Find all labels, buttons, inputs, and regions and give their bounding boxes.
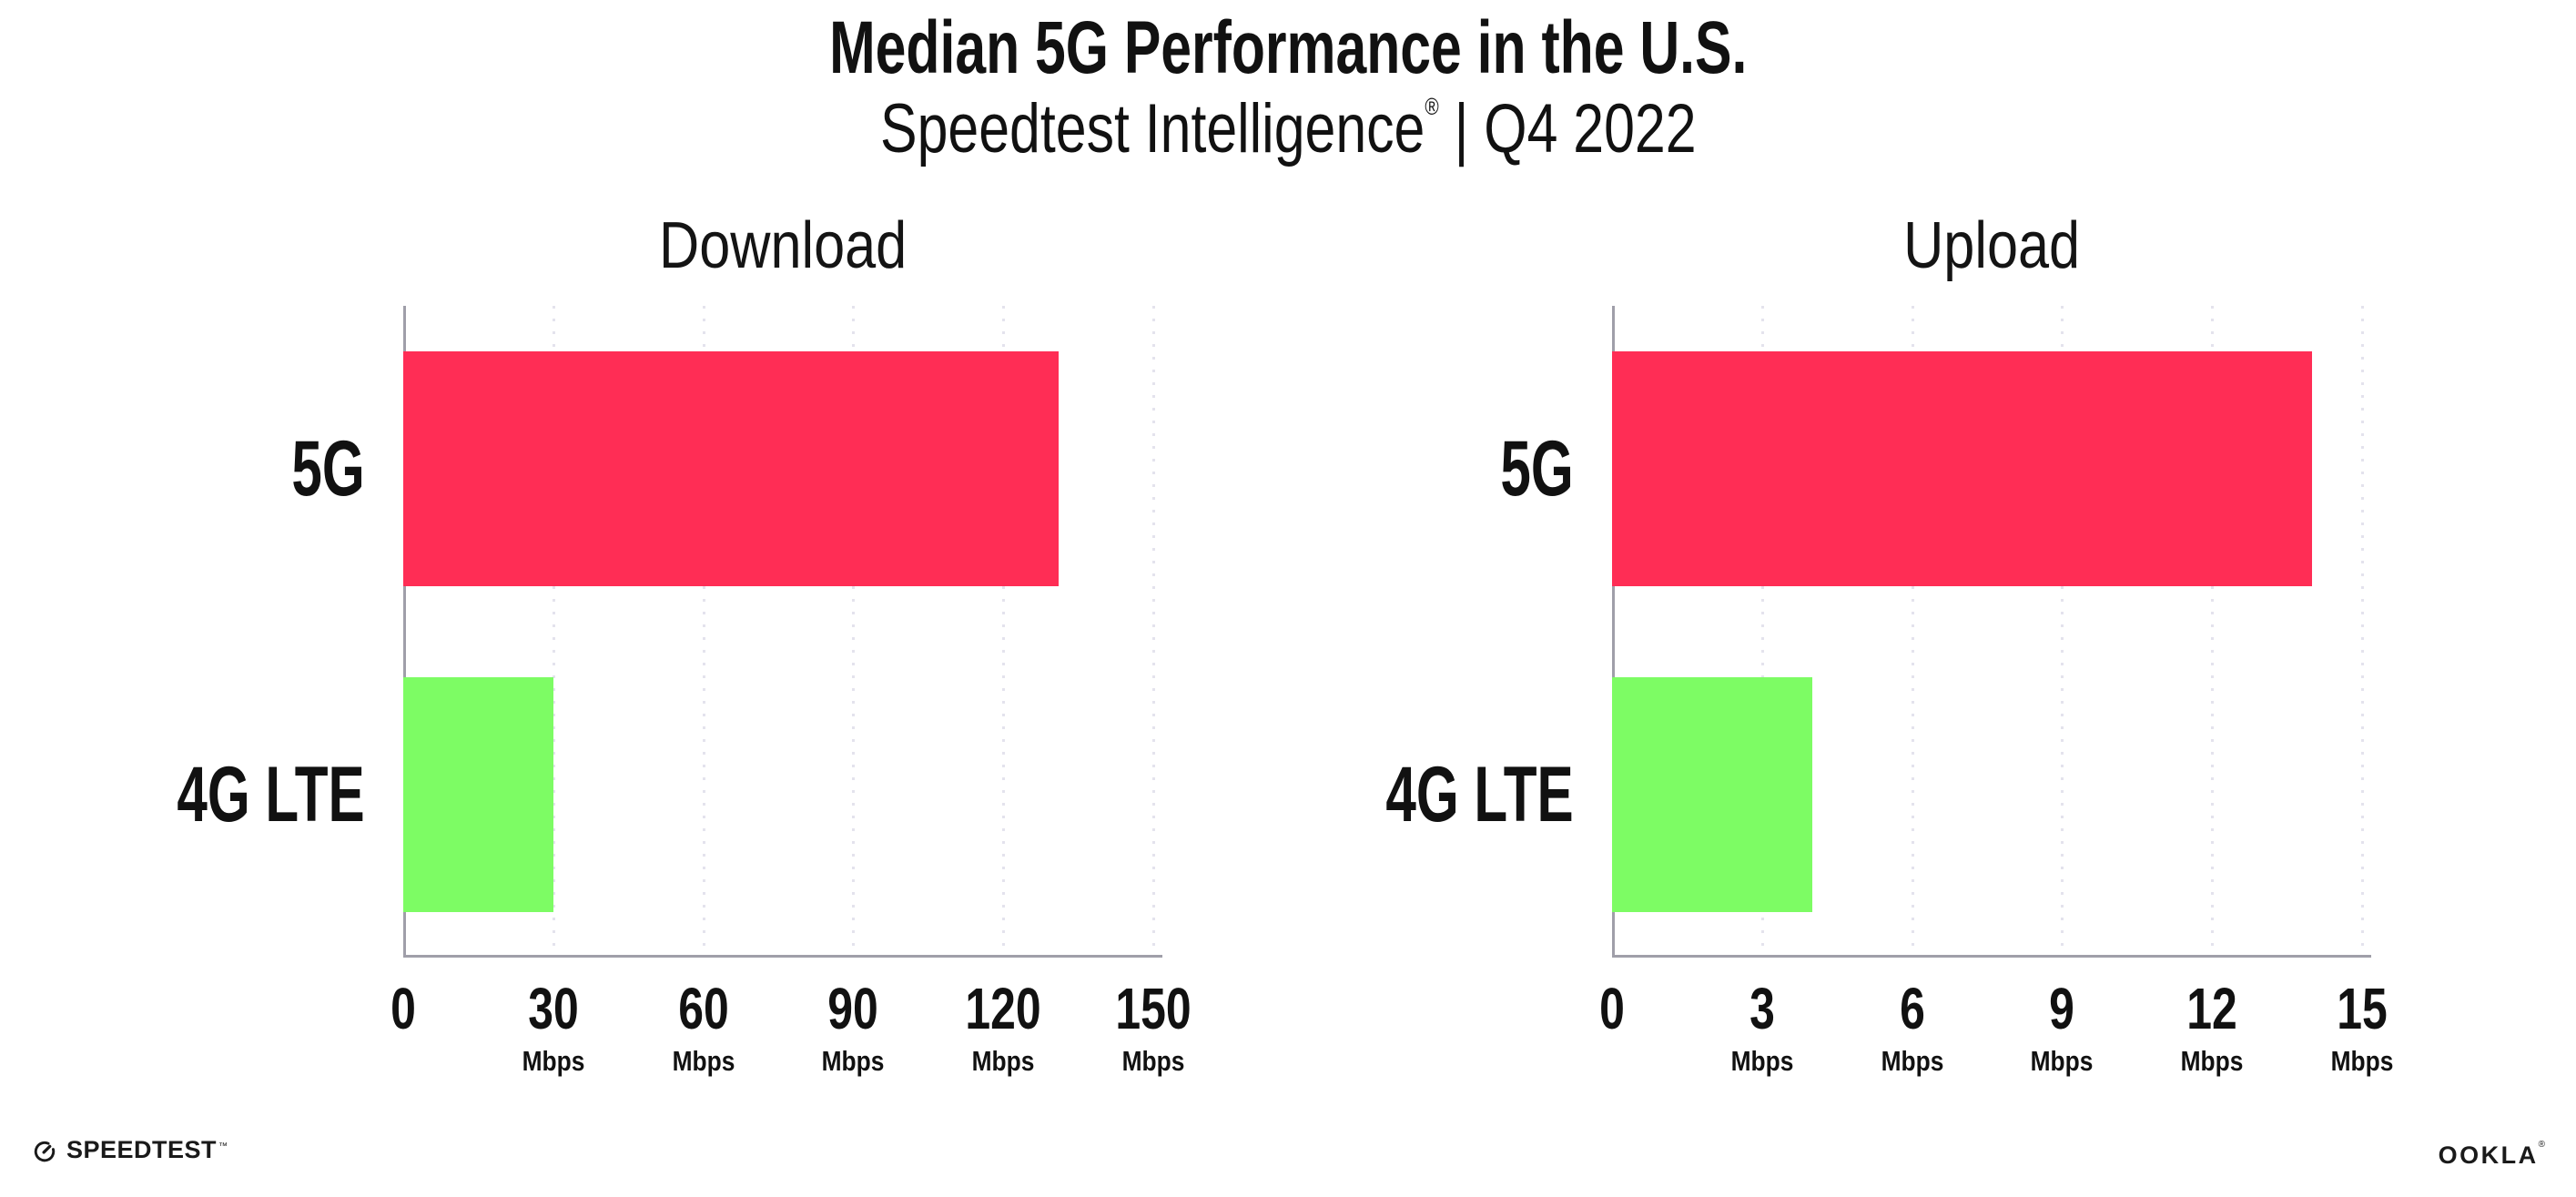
- x-tick-unit: Mbps: [666, 1047, 740, 1075]
- registered-trademark-icon: ®: [1425, 93, 1439, 120]
- x-tick-unit: Mbps: [816, 1047, 890, 1075]
- x-tick-label: 90: [821, 979, 886, 1038]
- x-tick-value: 0: [1599, 976, 1625, 1041]
- x-tick-value: 3: [1749, 976, 1775, 1041]
- x-tick-label: 60: [671, 979, 735, 1038]
- category-label-4g-lte: 4G LTE: [1305, 756, 1574, 834]
- gridline: [2061, 306, 2064, 958]
- x-tick-unit-text: Mbps: [822, 1045, 885, 1077]
- gridline: [2361, 306, 2365, 958]
- x-tick-value: 30: [528, 976, 579, 1041]
- speedtest-logo: SPEEDTEST ™: [33, 1138, 228, 1162]
- x-tick-value: 150: [1115, 976, 1192, 1041]
- download-subplot-title: Download: [403, 213, 1162, 279]
- x-tick-value: 0: [390, 976, 416, 1041]
- x-tick-unit-text: Mbps: [1881, 1045, 1944, 1077]
- page-subtitle-text: Speedtest Intelligence® | Q4 2022: [880, 93, 1696, 166]
- bar-5g-upload: [1612, 351, 2313, 586]
- page-title: Median 5G Performance in the U.S.: [0, 6, 2576, 89]
- ookla-logo-text: OOKLA: [2438, 1141, 2539, 1169]
- y-axis-line: [403, 306, 406, 958]
- page-subtitle: Speedtest Intelligence® | Q4 2022: [0, 93, 2576, 166]
- x-tick-unit-text: Mbps: [2031, 1045, 2094, 1077]
- x-tick-unit: Mbps: [2326, 1047, 2399, 1075]
- category-label-text: 4G LTE: [177, 751, 365, 838]
- x-tick-label: 6: [1896, 979, 1929, 1038]
- x-tick-label: 0: [1596, 979, 1628, 1038]
- x-tick-unit-text: Mbps: [971, 1045, 1035, 1077]
- gridline: [552, 306, 555, 958]
- x-tick-value: 6: [1899, 976, 1925, 1041]
- gridline: [702, 306, 705, 958]
- speedtest-logo-text: SPEEDTEST: [66, 1136, 218, 1163]
- upload-subplot-title: Upload: [1612, 213, 2371, 279]
- bar-4g-lte-download: [403, 677, 553, 912]
- x-tick-label: 12: [2180, 979, 2245, 1038]
- bar-4g-lte-upload: [1612, 677, 1812, 912]
- gridline: [852, 306, 856, 958]
- gridline: [1911, 306, 1914, 958]
- x-tick-value: 60: [677, 976, 729, 1041]
- x-tick-value: 9: [2049, 976, 2075, 1041]
- x-tick-value: 120: [965, 976, 1041, 1041]
- x-tick-value: 12: [2186, 976, 2238, 1041]
- x-tick-unit-text: Mbps: [1121, 1045, 1185, 1077]
- speedtest-gauge-icon: [34, 1141, 56, 1161]
- subplot-title-text: Download: [658, 209, 908, 282]
- y-axis-line: [1612, 306, 1615, 958]
- download-chart: Download 0 30 Mbps 60 Mbps 90 Mbps 120 Mbps 150 Mbp…: [177, 213, 1192, 1075]
- ookla-logo: OOKLA ®: [2438, 1140, 2545, 1169]
- subplot-title-text: Upload: [1903, 209, 2080, 282]
- x-tick-unit: Mbps: [1117, 1047, 1191, 1075]
- x-tick-unit-text: Mbps: [1730, 1045, 1794, 1077]
- x-tick-label: 15: [2330, 979, 2395, 1038]
- x-tick-value: 90: [827, 976, 879, 1041]
- x-tick-label: 120: [955, 979, 1052, 1038]
- x-tick-label: 9: [2046, 979, 2079, 1038]
- x-tick-label: 0: [387, 979, 420, 1038]
- x-tick-unit-text: Mbps: [522, 1045, 585, 1077]
- x-tick-label: 30: [521, 979, 585, 1038]
- subtitle-brand: Speedtest Intelligence: [879, 90, 1425, 167]
- x-tick-unit: Mbps: [1725, 1047, 1799, 1075]
- gridline: [1152, 306, 1156, 958]
- bar-5g-download: [403, 351, 1059, 586]
- x-tick-unit: Mbps: [516, 1047, 590, 1075]
- subtitle-period: | Q4 2022: [1438, 90, 1697, 167]
- x-tick-unit: Mbps: [2175, 1047, 2249, 1075]
- gridline: [1760, 306, 1764, 958]
- x-tick-label: 150: [1105, 979, 1202, 1038]
- x-tick-label: 3: [1746, 979, 1779, 1038]
- category-label-text: 5G: [1500, 425, 1574, 512]
- ookla-registered-icon: ®: [2538, 1140, 2545, 1150]
- x-tick-unit-text: Mbps: [2330, 1045, 2394, 1077]
- x-tick-unit: Mbps: [967, 1047, 1040, 1075]
- upload-chart: Upload 0 3 Mbps 6 Mbps 9 Mbps 12 Mbps 15 Mbps 5G 4G L…: [1386, 213, 2394, 1075]
- gridline: [2211, 306, 2215, 958]
- x-axis-line: [403, 955, 1162, 958]
- page-title-text: Median 5G Performance in the U.S.: [828, 6, 1748, 89]
- category-label-text: 5G: [291, 425, 365, 512]
- category-label-text: 4G LTE: [1385, 751, 1574, 838]
- x-tick-unit-text: Mbps: [672, 1045, 735, 1077]
- speedtest-trademark-icon: ™: [218, 1141, 228, 1151]
- x-tick-unit: Mbps: [2025, 1047, 2099, 1075]
- x-axis-line: [1612, 955, 2371, 958]
- x-tick-unit-text: Mbps: [2180, 1045, 2244, 1077]
- x-tick-value: 15: [2337, 976, 2388, 1041]
- category-label-5g: 5G: [260, 430, 365, 508]
- x-tick-unit: Mbps: [1875, 1047, 1949, 1075]
- category-label-5g: 5G: [1469, 430, 1574, 508]
- gridline: [1002, 306, 1006, 958]
- category-label-4g-lte: 4G LTE: [96, 756, 365, 834]
